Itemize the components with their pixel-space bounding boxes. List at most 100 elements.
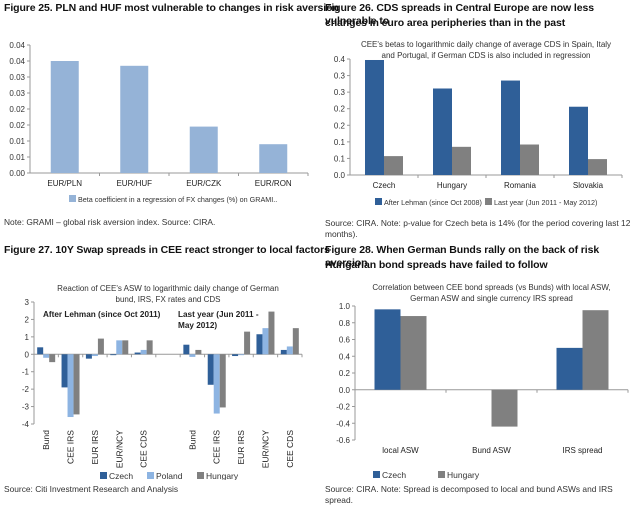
x-tick-label: Romania: [504, 181, 537, 190]
annotation-last-year-line1: Last year (Jun 2011 -: [178, 310, 259, 319]
x-tick-label: EUR/CZK: [186, 179, 222, 188]
y-tick-label: 0.04: [9, 41, 25, 50]
fig27-title: Figure 27. 10Y Swap spreads in CEE react…: [4, 244, 330, 256]
x-tick-label: CEE CDS: [139, 430, 149, 468]
fig28-note: Source: CIRA. Note: Spread is decomposed…: [325, 484, 613, 505]
legend-label: Hungary: [206, 471, 239, 480]
y-tick-label: 0.3: [334, 88, 346, 97]
legend-swatch: [197, 472, 204, 479]
legend-label: Last year (Jun 2011 - May 2012): [494, 198, 597, 207]
legend-label: Czech: [382, 470, 406, 480]
fig26-title-line2: changes in euro area peripheries than in…: [325, 17, 566, 29]
legend-label: After Lehman (since Oct 2008): [384, 198, 482, 207]
fig26-title-line1: Figure 26. CDS spreads in Central Europe…: [325, 2, 594, 27]
chart-title-line2: German ASW and single currency IRS sprea…: [410, 294, 573, 303]
y-tick-label: 0.03: [9, 89, 25, 98]
y-tick-label: 2: [25, 315, 30, 324]
fig26-note-line2: months).: [325, 229, 358, 239]
x-tick-label: EUR/HUF: [116, 179, 152, 188]
bar: [189, 126, 218, 173]
y-tick-label: 0.1: [334, 154, 346, 163]
y-tick-label: -1: [22, 368, 30, 377]
bar: [556, 347, 583, 390]
bar: [219, 354, 226, 408]
y-tick-label: 0.04: [9, 57, 25, 66]
bar: [232, 354, 239, 357]
x-tick-label: EUR/NCY: [114, 430, 124, 469]
fig28-title-line2: Hungarian bond spreads have failed to fo…: [325, 259, 548, 271]
bar: [582, 310, 609, 390]
bar: [207, 354, 214, 385]
bar: [384, 156, 403, 175]
y-tick-label: 0.4: [334, 55, 346, 64]
legend-swatch: [375, 198, 382, 205]
bar: [452, 146, 471, 175]
bar: [120, 65, 149, 173]
x-tick-label: EUR/PLN: [47, 179, 82, 188]
x-tick-label: Czech: [373, 181, 396, 190]
y-tick-label: -3: [22, 403, 30, 412]
bar: [146, 340, 153, 355]
fig27-chart: Reaction of CEE's ASW to logarithmic dai…: [22, 284, 303, 480]
y-tick-label: 0.1: [334, 138, 346, 147]
bar: [280, 349, 287, 355]
bar: [400, 316, 427, 390]
bar: [61, 354, 68, 388]
y-tick-label: 0.4: [339, 352, 351, 361]
chart-title-line2: and Portugal, if German CDS is also incl…: [382, 51, 591, 60]
legend-label: Czech: [109, 471, 133, 480]
fig25-title: Figure 25. PLN and HUF most vulnerable t…: [4, 2, 339, 14]
bar: [91, 354, 98, 357]
bar: [433, 88, 452, 175]
bar: [43, 354, 50, 358]
x-tick-label: local ASW: [382, 446, 419, 455]
bar: [238, 354, 245, 356]
bar: [73, 354, 80, 415]
bar: [122, 340, 129, 355]
y-tick-label: 1: [25, 333, 30, 342]
x-tick-label: EUR IRS: [236, 430, 246, 465]
legend-label: Poland: [156, 471, 183, 480]
y-tick-label: 0.0: [334, 171, 346, 180]
legend-label: Hungary: [447, 470, 480, 480]
legend-swatch: [69, 195, 76, 202]
bar: [569, 106, 588, 175]
y-tick-label: 1.0: [339, 302, 351, 311]
x-tick-label: Slovakia: [573, 181, 604, 190]
x-tick-label: CEE IRS: [212, 430, 222, 464]
fig28-chart: Correlation between CEE bond spreads (vs…: [336, 283, 629, 480]
x-tick-label: CEE CDS: [285, 430, 295, 468]
y-tick-label: 0.6: [339, 336, 351, 345]
bar: [189, 354, 196, 357]
x-tick-label: CEE IRS: [66, 430, 76, 464]
bar: [268, 311, 275, 355]
fig28-title-line1: Figure 28. When German Bunds rally on th…: [325, 244, 600, 269]
bar: [134, 352, 141, 355]
legend-swatch: [485, 198, 492, 205]
bar: [49, 354, 56, 363]
chart-title-line1: Correlation between CEE bond spreads (vs…: [372, 283, 610, 292]
fig27-note: Source: Citi Investment Research and Ana…: [4, 484, 179, 494]
y-tick-label: 0.02: [9, 121, 25, 130]
y-tick-label: 0.2: [339, 369, 351, 378]
bar: [195, 349, 202, 355]
legend-label: Beta coefficient in a regression of FX c…: [78, 195, 277, 204]
bar: [292, 328, 299, 355]
bar: [244, 331, 251, 355]
y-tick-label: -0.6: [336, 436, 350, 445]
y-tick-label: 0.01: [9, 137, 25, 146]
bar: [140, 349, 147, 355]
bar: [67, 354, 74, 418]
x-tick-label: Bund: [41, 430, 51, 450]
bar: [374, 309, 401, 390]
fig25-note: Note: GRAMI – global risk aversion index…: [4, 217, 216, 227]
annotation-last-year-line2: May 2012): [178, 321, 217, 330]
y-tick-label: 0.02: [9, 105, 25, 114]
bar: [286, 346, 293, 355]
fig26-chart: CEE's betas to logarithmic daily change …: [334, 40, 623, 207]
y-tick-label: 0.3: [334, 72, 346, 81]
legend-swatch: [438, 471, 445, 478]
x-tick-label: Bund ASW: [472, 446, 511, 455]
y-tick-label: 0.00: [9, 169, 25, 178]
legend-swatch: [100, 472, 107, 479]
